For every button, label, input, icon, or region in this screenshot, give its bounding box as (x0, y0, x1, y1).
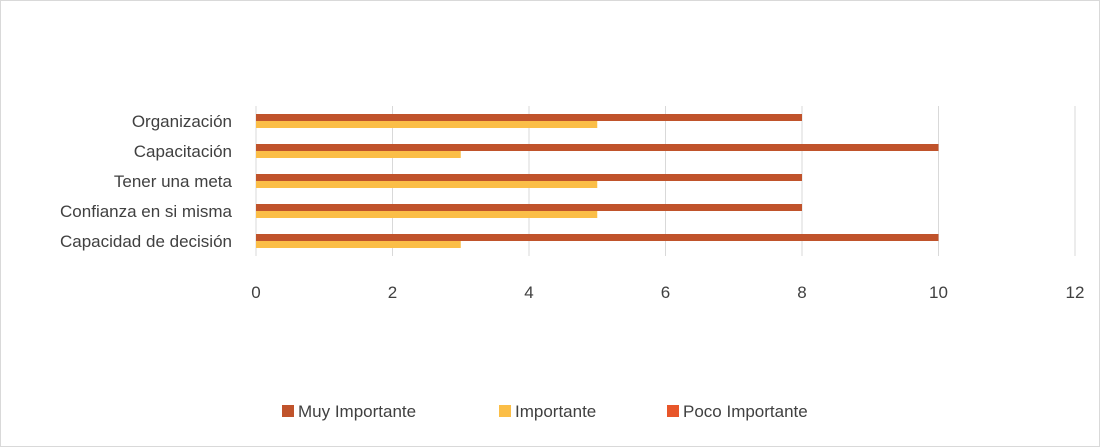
bar-muy-importante-2 (256, 174, 802, 181)
x-tick-label: 6 (661, 283, 670, 302)
bar-importante-1 (256, 211, 598, 218)
x-tick-label: 0 (251, 283, 260, 302)
x-tick-label: 2 (388, 283, 397, 302)
x-tick-label: 4 (524, 283, 533, 302)
legend-label: Importante (515, 402, 596, 421)
legend-swatch (667, 405, 679, 417)
legend-item-poco-importante: Poco Importante (667, 402, 808, 421)
bar-muy-importante-1 (256, 204, 802, 211)
bar-importante-2 (256, 181, 598, 188)
legend-item-muy-importante: Muy Importante (282, 402, 416, 421)
bar-importante-3 (256, 151, 461, 158)
x-tick-label: 10 (929, 283, 948, 302)
bar-importante-0 (256, 241, 461, 248)
bars (256, 114, 939, 248)
bar-importante-4 (256, 121, 598, 128)
legend: Muy Importante Importante Poco Importante (282, 402, 808, 421)
category-label: Tener una meta (114, 172, 233, 191)
legend-swatch (282, 405, 294, 417)
category-labels: Capacidad de decisión Confianza en si mis… (60, 112, 233, 251)
category-label: Capacidad de decisión (60, 232, 232, 251)
bar-muy-importante-3 (256, 144, 939, 151)
category-label: Organización (132, 112, 232, 131)
bar-muy-importante-0 (256, 234, 939, 241)
legend-label: Muy Importante (298, 402, 416, 421)
x-tick-label: 12 (1066, 283, 1085, 302)
category-label: Capacitación (134, 142, 232, 161)
x-tick-label: 8 (797, 283, 806, 302)
bar-muy-importante-4 (256, 114, 802, 121)
legend-swatch (499, 405, 511, 417)
x-axis-ticks: 0 2 4 6 8 10 12 (251, 283, 1084, 302)
legend-label: Poco Importante (683, 402, 808, 421)
category-label: Confianza en si misma (60, 202, 233, 221)
legend-item-importante: Importante (499, 402, 596, 421)
